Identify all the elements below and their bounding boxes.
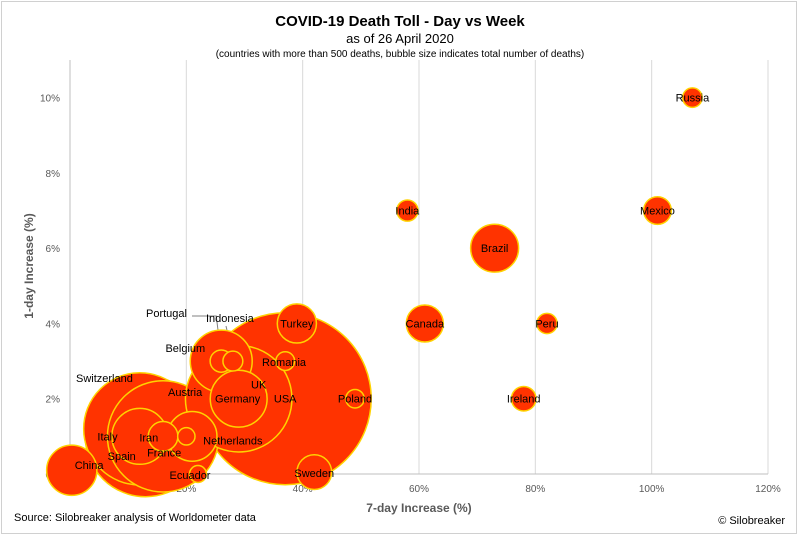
bubbles: [45, 87, 703, 498]
bubble-poland: [345, 388, 365, 409]
x-tick-label: 80%: [525, 484, 545, 495]
bubble-label-switzerland: Switzerland: [76, 373, 133, 385]
bubble-russia: [681, 87, 703, 109]
bubble-label-spain: Spain: [108, 451, 136, 463]
x-tick-label: 40%: [293, 484, 313, 495]
bubble-label-china: China: [75, 460, 105, 472]
x-axis-label: 7-day Increase (%): [366, 501, 471, 515]
bubble-ireland: [510, 385, 537, 412]
bubble-label-indonesia: Indonesia: [206, 313, 255, 325]
y-axis-label: 1-day Increase (%): [22, 213, 36, 318]
bubble-label-portugal: Portugal: [146, 308, 187, 320]
bubble-label-canada: Canada: [406, 318, 445, 330]
bubble-label-turkey: Turkey: [280, 318, 314, 330]
bubble-label-netherlands: Netherlands: [203, 435, 263, 447]
bubble-label-uk: UK: [251, 380, 267, 392]
bubble-label-peru: Peru: [535, 318, 558, 330]
bubble-label-russia: Russia: [676, 93, 711, 105]
y-tick-label: 6%: [46, 244, 61, 255]
chart-note: (countries with more than 500 deaths, bu…: [216, 49, 585, 60]
bubble-sweden: [296, 454, 333, 491]
y-tick-label: 10%: [40, 94, 60, 105]
bubble-indonesia: [222, 350, 244, 372]
bubble-labels: USA Italy Spain France UK Belgium Germany Iran C…: [75, 93, 710, 482]
bubble-canada: [405, 304, 445, 343]
bubble-label-iran: Iran: [139, 432, 158, 444]
bubble-india: [396, 199, 419, 222]
bubble-china: [45, 444, 98, 497]
bubble-germany: [209, 369, 268, 428]
bubble-peru: [536, 312, 558, 335]
bubble-label-romania: Romania: [262, 357, 307, 369]
copyright-note: © Silobreaker: [718, 515, 785, 527]
bubble-label-germany: Germany: [215, 394, 261, 406]
x-tick-label: 120%: [755, 484, 781, 495]
y-tick-label: 4%: [46, 319, 61, 330]
bubble-label-brazil: Brazil: [481, 243, 509, 255]
source-note: Source: Silobreaker analysis of Worldome…: [14, 512, 257, 524]
x-tick-label: 60%: [409, 484, 429, 495]
bubble-label-ecuador: Ecuador: [170, 470, 211, 482]
bubble-label-italy: Italy: [97, 431, 118, 443]
bubble-label-belgium: Belgium: [165, 343, 205, 355]
chart-title: COVID-19 Death Toll - Day vs Week: [275, 13, 525, 30]
bubble-label-france: France: [147, 447, 181, 459]
bubble-label-poland: Poland: [338, 394, 372, 406]
bubble-ecuador: [188, 464, 208, 484]
bubble-label-mexico: Mexico: [640, 206, 675, 218]
bubble-romania: [275, 350, 296, 372]
x-tick-label: 100%: [639, 484, 665, 495]
bubble-label-usa: USA: [274, 394, 297, 406]
bubble-turkey: [276, 303, 318, 344]
y-tick-label: 2%: [46, 395, 61, 406]
bubble-label-austria: Austria: [168, 387, 203, 399]
chart-subtitle: as of 26 April 2020: [346, 31, 454, 46]
bubble-mexico: [642, 195, 673, 226]
bubble-label-india: India: [395, 206, 420, 218]
y-tick-label: 8%: [46, 169, 61, 180]
bubble-brazil: [469, 223, 520, 273]
bubble-austria: [176, 426, 196, 446]
bubble-label-sweden: Sweden: [294, 468, 334, 480]
bubble-label-ireland: Ireland: [507, 394, 541, 406]
x-tick-label: 20%: [176, 484, 196, 495]
